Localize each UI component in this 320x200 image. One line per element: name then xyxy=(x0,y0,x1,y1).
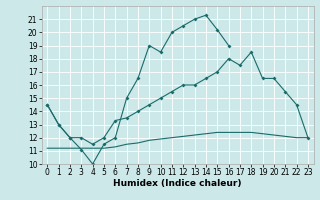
X-axis label: Humidex (Indice chaleur): Humidex (Indice chaleur) xyxy=(113,179,242,188)
